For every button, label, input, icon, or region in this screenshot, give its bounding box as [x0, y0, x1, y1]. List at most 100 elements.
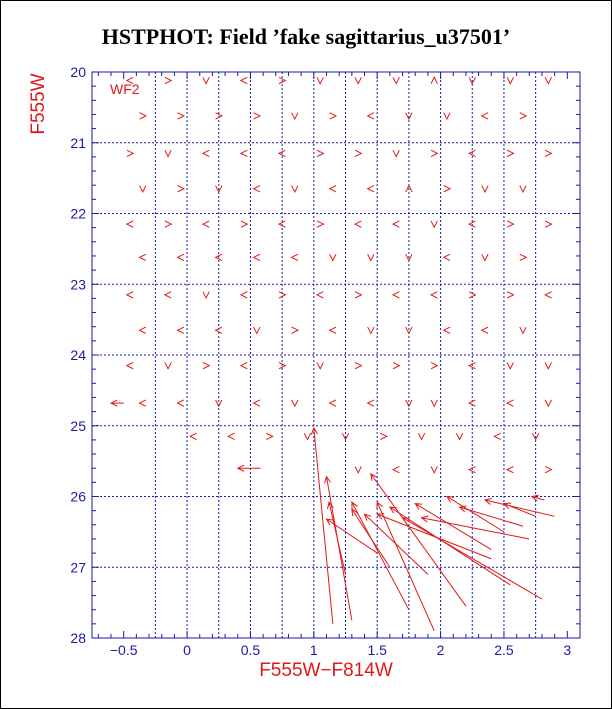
shift-marker [519, 112, 528, 120]
shift-vector [313, 427, 334, 624]
shift-vector [414, 503, 492, 550]
vector-arrowhead [376, 501, 383, 510]
shift-marker [227, 432, 235, 441]
shift-marker [329, 253, 337, 262]
vector-arrowhead [530, 494, 539, 502]
y-tick-label: 28 [70, 630, 86, 646]
shift-marker [125, 291, 134, 299]
shift-marker [164, 149, 172, 158]
y-tick-label: 25 [70, 418, 86, 434]
shift-marker [544, 465, 553, 474]
vector-arrowhead [420, 515, 429, 523]
vector-arrowhead [401, 517, 410, 524]
shift-marker [443, 112, 451, 121]
shift-marker [353, 220, 362, 228]
shift-marker [277, 220, 286, 228]
shift-marker [328, 399, 337, 407]
shift-marker [239, 361, 248, 370]
shift-marker [290, 253, 299, 262]
shift-marker [139, 185, 147, 194]
shift-marker [519, 253, 528, 262]
shift-marker [202, 291, 210, 300]
y-tick-label: 22 [70, 206, 86, 222]
shift-marker [506, 149, 515, 158]
shift-marker [138, 399, 147, 407]
shift-vector [446, 496, 505, 533]
x-tick-label: 2.5 [494, 642, 514, 658]
shift-marker [480, 326, 489, 334]
shift-marker [125, 76, 134, 85]
shift-marker [125, 220, 134, 228]
shift-marker [405, 112, 413, 121]
vector-arrowhead [351, 501, 358, 510]
x-tick-label: 1.5 [367, 642, 387, 658]
shift-marker [176, 253, 185, 262]
shift-marker [392, 361, 401, 370]
shift-marker [316, 149, 325, 158]
shift-marker [354, 149, 363, 158]
shift-marker [354, 77, 362, 85]
vector-arrowhead [109, 399, 118, 407]
shift-marker [214, 253, 223, 262]
shift-marker [303, 432, 312, 441]
shift-marker [544, 399, 552, 408]
y-tick-label: 20 [70, 64, 86, 80]
shift-marker [341, 432, 350, 441]
shift-marker [467, 220, 476, 228]
shift-marker [201, 220, 210, 228]
shift-marker [480, 112, 489, 120]
shift-marker [215, 185, 223, 194]
y-tick-label: 21 [70, 135, 86, 151]
shift-marker [430, 220, 438, 229]
shift-marker [430, 149, 439, 158]
shift-vector [459, 506, 524, 527]
shift-vector [484, 499, 555, 517]
vector-arrowhead [376, 513, 385, 520]
vector-arrowhead [483, 498, 492, 505]
shift-marker [215, 399, 223, 408]
shift-marker [405, 184, 413, 193]
shift-marker [506, 220, 515, 228]
shift-vector [503, 503, 536, 517]
y-axis-label: F555W [28, 73, 49, 134]
shift-marker [481, 253, 489, 262]
shift-vector [376, 501, 435, 632]
grid-lines [92, 72, 580, 638]
shift-marker [391, 465, 400, 474]
shift-marker [481, 185, 489, 194]
shift-marker [455, 432, 464, 441]
shift-marker [291, 112, 299, 121]
shift-marker [366, 112, 375, 120]
shift-marker [125, 361, 134, 370]
shift-marker [176, 326, 185, 334]
axes [91, 71, 581, 639]
shift-marker [240, 220, 249, 228]
vector-arrowhead [388, 506, 397, 514]
shift-marker [391, 220, 400, 228]
shift-marker [544, 220, 553, 228]
shift-marker [328, 185, 337, 193]
shift-marker [202, 77, 210, 85]
shift-marker [252, 185, 261, 193]
shift-marker [316, 77, 324, 85]
shift-vector [421, 517, 530, 540]
vector-arrowhead [310, 426, 318, 435]
y-tick-label: 23 [70, 276, 86, 292]
shift-marker [505, 399, 514, 407]
vector-arrowhead [351, 508, 359, 517]
vector-arrowhead [363, 513, 372, 521]
shift-marker [417, 432, 426, 441]
shift-marker [467, 361, 476, 370]
shift-marker [467, 399, 476, 407]
shift-marker [354, 361, 363, 370]
shift-marker [429, 291, 438, 299]
shift-marker [201, 149, 210, 158]
shift-marker [430, 399, 438, 408]
shift-marker [214, 326, 223, 334]
shift-vector [531, 496, 545, 501]
shift-marker [239, 149, 248, 158]
shift-marker [266, 432, 274, 441]
vector-arrowhead [326, 501, 334, 510]
shift-marker [354, 466, 362, 474]
shift-marker [392, 77, 400, 85]
